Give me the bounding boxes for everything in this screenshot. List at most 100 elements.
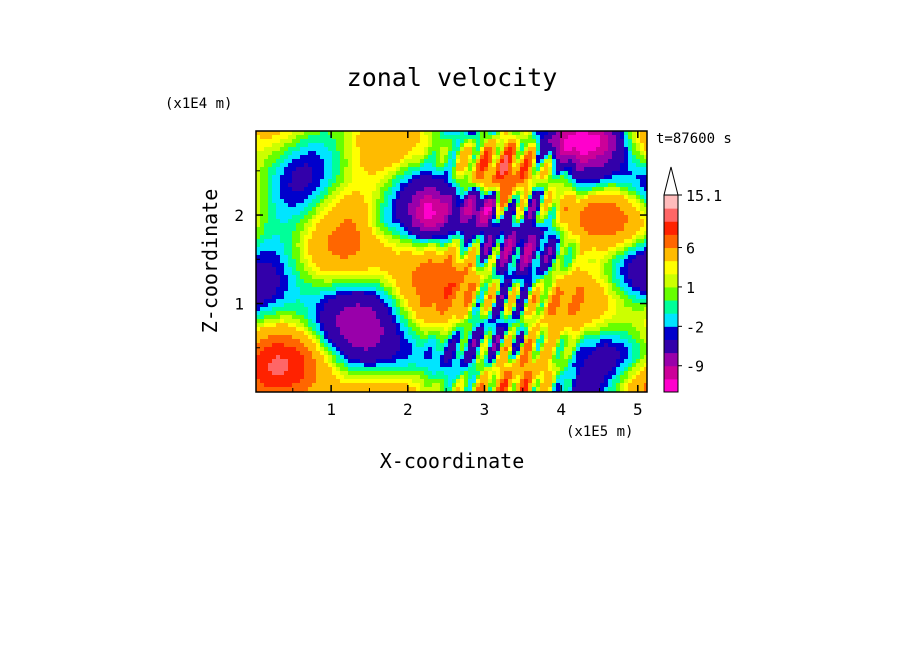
contour-cell — [260, 155, 265, 160]
contour-cell — [600, 239, 605, 244]
contour-cell — [576, 227, 581, 232]
contour-cell — [312, 147, 317, 152]
contour-cell — [396, 303, 401, 308]
contour-cell — [520, 267, 525, 272]
contour-cell — [620, 255, 625, 260]
contour-cell — [456, 323, 461, 328]
contour-cell — [508, 207, 513, 212]
contour-cell — [436, 323, 441, 328]
contour-cell — [388, 287, 393, 292]
contour-cell — [608, 299, 613, 304]
contour-cell — [400, 267, 405, 272]
contour-cell — [448, 175, 453, 180]
contour-cell — [304, 271, 309, 276]
contour-cell — [460, 227, 465, 232]
contour-cell — [476, 315, 481, 320]
contour-cell — [436, 199, 441, 204]
contour-cell — [480, 303, 485, 308]
contour-cell — [620, 279, 625, 284]
contour-cell — [268, 171, 273, 176]
contour-cell — [500, 215, 505, 220]
contour-cell — [496, 183, 501, 188]
contour-cell — [408, 183, 413, 188]
contour-cell — [516, 311, 521, 316]
contour-cell — [316, 139, 321, 144]
contour-cell — [392, 187, 397, 192]
contour-cell — [260, 267, 265, 272]
contour-cell — [616, 179, 621, 184]
contour-cell — [380, 271, 385, 276]
contour-cell — [556, 227, 561, 232]
contour-cell — [484, 131, 489, 136]
contour-cell — [440, 203, 445, 208]
contour-cell — [628, 255, 633, 260]
contour-cell — [600, 143, 605, 148]
contour-cell — [612, 223, 617, 228]
contour-cell — [592, 243, 597, 248]
contour-cell — [276, 211, 281, 216]
contour-cell — [576, 239, 581, 244]
contour-cell — [444, 219, 449, 224]
contour-cell — [296, 235, 301, 240]
contour-cell — [556, 243, 561, 248]
contour-cell — [320, 223, 325, 228]
contour-cell — [316, 171, 321, 176]
contour-cell — [528, 315, 533, 320]
contour-cell — [644, 271, 647, 276]
contour-cell — [492, 303, 497, 308]
contour-cell — [364, 215, 369, 220]
contour-cell — [444, 307, 449, 312]
contour-cell — [572, 175, 577, 180]
contour-cell — [472, 215, 477, 220]
contour-cell — [460, 243, 465, 248]
contour-cell — [396, 195, 401, 200]
contour-cell — [256, 219, 261, 224]
contour-cell — [360, 243, 365, 248]
contour-cell — [396, 131, 401, 136]
contour-cell — [484, 291, 489, 296]
contour-cell — [296, 171, 301, 176]
contour-cell — [352, 247, 357, 252]
contour-cell — [308, 151, 313, 156]
contour-cell — [464, 295, 469, 300]
contour-cell — [588, 239, 593, 244]
contour-cell — [452, 191, 457, 196]
contour-cell — [324, 159, 329, 164]
contour-cell — [416, 191, 421, 196]
contour-cell — [460, 235, 465, 240]
contour-cell — [384, 163, 389, 168]
contour-cell — [616, 227, 621, 232]
contour-cell — [328, 219, 333, 224]
contour-cell — [544, 203, 549, 208]
contour-cell — [596, 231, 601, 236]
contour-cell — [548, 187, 553, 192]
contour-cell — [596, 163, 601, 168]
contour-cell — [360, 279, 365, 284]
contour-cell — [400, 219, 405, 224]
contour-cell — [328, 271, 333, 276]
contour-cell — [400, 307, 405, 312]
contour-cell — [348, 315, 353, 320]
contour-cell — [424, 195, 429, 200]
contour-cell — [388, 167, 393, 172]
contour-cell — [276, 331, 281, 336]
contour-cell — [356, 219, 361, 224]
contour-cell — [340, 151, 345, 156]
contour-cell — [356, 155, 361, 160]
contour-cell — [628, 219, 633, 224]
contour-cell — [312, 171, 317, 176]
contour-cell — [476, 259, 481, 264]
contour-cell — [384, 167, 389, 172]
contour-cell — [564, 271, 569, 276]
contour-cell — [416, 327, 421, 332]
contour-cell — [276, 167, 281, 172]
contour-cell — [388, 215, 393, 220]
contour-cell — [360, 323, 365, 328]
contour-cell — [344, 307, 349, 312]
contour-cell — [476, 175, 481, 180]
contour-cell — [488, 243, 493, 248]
contour-cell — [296, 259, 301, 264]
contour-cell — [452, 279, 457, 284]
contour-cell — [620, 283, 625, 288]
contour-cell — [404, 211, 409, 216]
